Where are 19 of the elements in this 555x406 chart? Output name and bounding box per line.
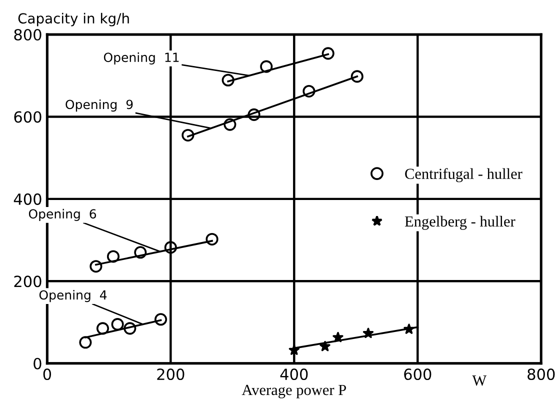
- legend-label: Centrifugal - huller: [405, 168, 522, 182]
- x-tick-label: 200: [157, 368, 184, 380]
- annotation: Opening 11: [104, 52, 179, 65]
- text: W: [472, 375, 487, 386]
- legend-label: Engelberg - huller: [404, 216, 516, 230]
- y-axis-title: Capacity in kg/h: [18, 12, 129, 26]
- x-axis-title: Average power P: [242, 384, 346, 398]
- y-tick-label: 400: [14, 193, 42, 205]
- y-tick-label: 200: [14, 276, 42, 288]
- annotation: Opening 6: [28, 208, 96, 221]
- x-tick-label: 800: [528, 368, 555, 380]
- annotation: Opening 9: [66, 99, 133, 112]
- x-tick-label: 0: [43, 368, 52, 380]
- y-tick-label: 0: [34, 358, 42, 370]
- x-tick-label: 600: [404, 368, 432, 380]
- y-tick-label: 600: [14, 111, 42, 123]
- annotation: Opening 4: [39, 290, 107, 302]
- y-tick-label: 800: [14, 28, 42, 41]
- x-tick-label: 400: [280, 368, 308, 380]
